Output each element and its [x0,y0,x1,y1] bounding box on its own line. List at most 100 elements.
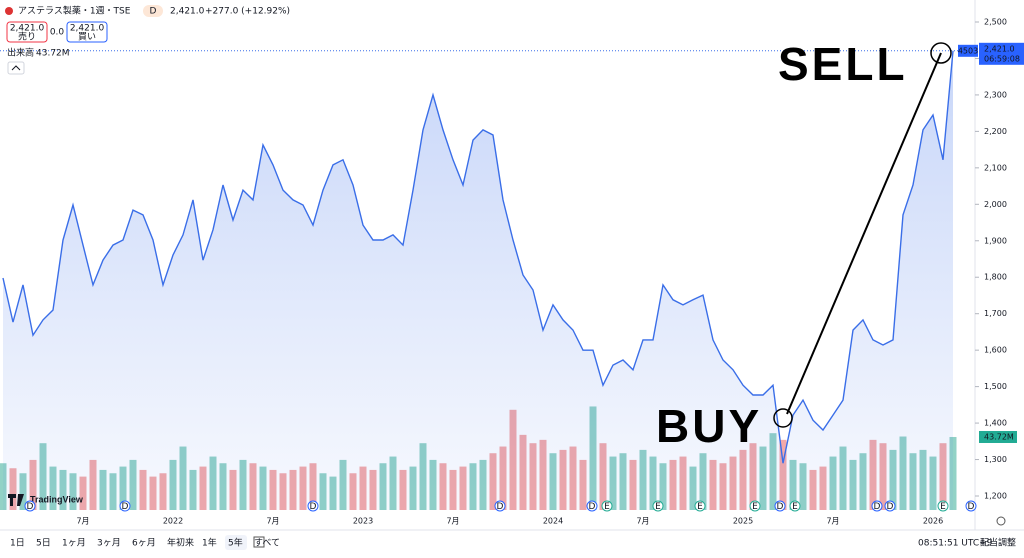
event-marker[interactable] [24,500,36,512]
range-button[interactable]: 1年 [202,537,217,549]
range-button[interactable]: 1ヶ月 [62,538,86,549]
event-marker[interactable] [749,500,761,512]
plot [0,50,975,511]
x-tick-label: 7月 [266,517,279,526]
sell-label: 売り [18,31,36,43]
event-marker[interactable] [307,500,319,512]
collapse-button[interactable] [7,61,25,75]
change: +277.0 (+12.92%) [205,7,290,17]
date-range-icon[interactable] [253,536,265,548]
volume-value: 43.72M [36,49,70,59]
volume-tag [979,430,1017,443]
y-tick-label: 2,500 [984,18,1007,27]
buy-annotation: BUY [656,400,762,452]
price: 2,421.0 [170,7,205,17]
range-button[interactable]: 1日 [10,538,25,549]
range-button[interactable]: 5日 [36,538,51,549]
range-button[interactable]: 3ヶ月 [97,538,121,549]
event-label: E [792,502,798,512]
event-marker[interactable] [774,500,786,512]
price-tag-text: 2,421.0 [984,44,1015,53]
volume-label: 出来高 [7,47,34,59]
symbol-tag [958,44,978,57]
clock: 08:51:51 UTC+9 [918,539,993,549]
settings-icon[interactable] [996,516,1006,526]
range-active [225,535,247,550]
sell-button[interactable] [6,21,48,43]
x-tick-label: 7月 [826,517,839,526]
event-marker[interactable] [789,500,801,512]
y-tick-label: 2,000 [984,200,1007,209]
badge [143,5,163,17]
drawing-line [786,52,942,415]
price-area [3,50,953,511]
event-marker[interactable] [965,500,977,512]
x-tick-label: 2022 [163,517,183,526]
event-label: D [589,502,596,512]
event-marker[interactable] [119,500,131,512]
x-tick-label: 7月 [636,517,649,526]
buy-circle [773,408,793,428]
x-tick-label: 2026 [923,517,943,526]
range-button[interactable]: 5年 [228,537,243,549]
buy-label: 買い [78,32,96,43]
y-tick-label: 1,200 [984,492,1007,501]
y-tick-label: 1,600 [984,346,1007,355]
sell-annotation: SELL [778,38,908,90]
event-label: D [968,502,975,512]
x-tick-label: 7月 [76,517,89,526]
event-marker[interactable] [884,500,896,512]
y-tick-label: 2,200 [984,127,1007,136]
logo: TradingView [30,494,84,504]
event-label: D [874,502,881,512]
range-button[interactable]: 6ヶ月 [132,538,156,549]
event-marker[interactable] [871,500,883,512]
event-label: D [497,502,504,512]
event-label: E [940,502,946,512]
y-tick-label: 1,900 [984,236,1007,245]
event-marker[interactable] [652,500,664,512]
flag [5,7,13,15]
event-marker[interactable] [494,500,506,512]
event-label: D [27,502,34,512]
sell-price: 2,421.0 [10,24,45,34]
chevron [11,65,21,71]
event-label: D [122,502,129,512]
logo-mark [8,494,24,506]
buy-button[interactable] [66,21,108,43]
event-marker[interactable] [937,500,949,512]
event-label: E [752,502,758,512]
price-line [2,50,954,464]
spread: 0.0 [50,28,65,38]
symbol-title: アステラス製薬・1週・TSE [18,5,131,17]
sell-circle [930,42,952,64]
x-tick-label: 2025 [733,517,753,526]
price-tag [979,42,1024,65]
event-label: D [777,502,784,512]
y-tick-label: 1,700 [984,309,1007,318]
buy-price: 2,421.0 [70,24,105,34]
event-marker[interactable] [601,500,613,512]
event-label: E [655,502,661,512]
y-tick-label: 2,300 [984,90,1007,99]
event-label: D [887,502,894,512]
x-tick-label: 7月 [446,517,459,526]
event-marker[interactable] [586,500,598,512]
y-tick-label: 1,800 [984,273,1007,282]
symbol-tag-text: 4503 [958,46,978,55]
range-button[interactable]: 年初来 [167,537,194,549]
y-tick-label: 1,300 [984,455,1007,464]
event-label: E [604,502,610,512]
event-label: D [310,502,317,512]
y-tick-label: 2,100 [984,163,1007,172]
y-tick-label: 1,400 [984,419,1007,428]
event-label: E [697,502,703,512]
x-tick-label: 2024 [543,517,563,526]
event-marker[interactable] [694,500,706,512]
y-tick-label: 1,500 [984,382,1007,391]
x-tick-label: 2023 [353,517,373,526]
range-button[interactable]: すべて [254,538,280,549]
adjust[interactable]: 配当調整 [980,537,1016,549]
badge-text: D [150,7,157,17]
